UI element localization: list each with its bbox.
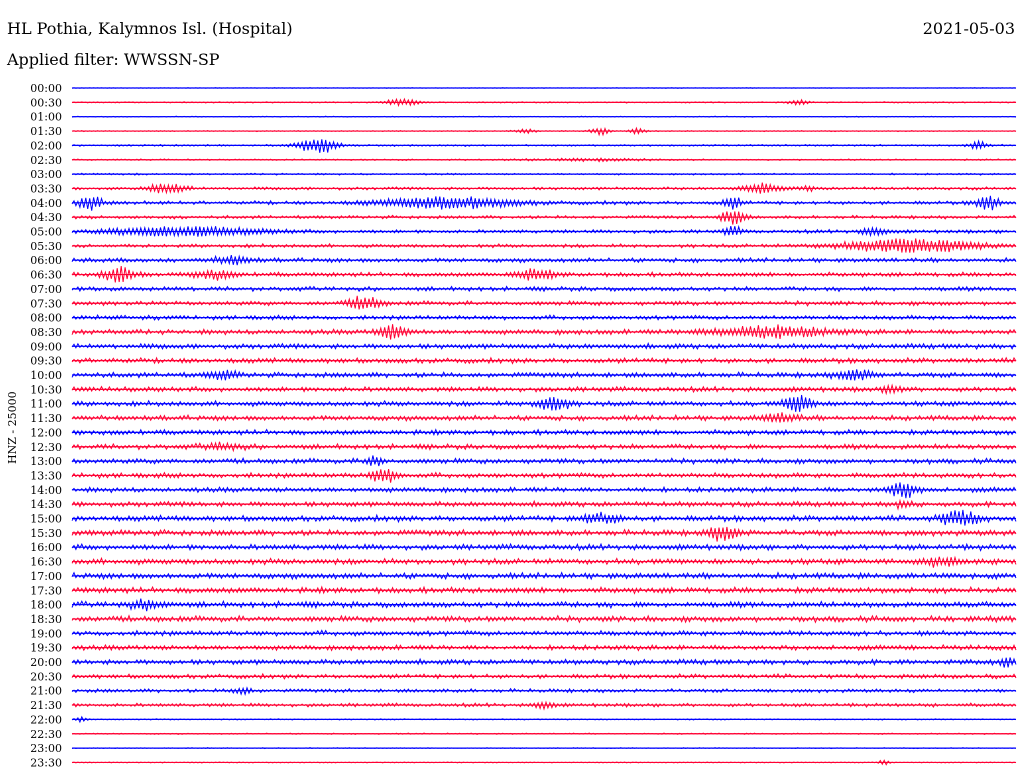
trace-2100 [71, 686, 1017, 696]
trace-1430 [71, 498, 1017, 511]
trace-1500 [71, 509, 1017, 526]
row-time-label: 21:30 [30, 699, 62, 712]
row-time-label: 23:00 [30, 742, 62, 755]
trace-2000 [71, 657, 1017, 668]
row-time-label: 16:00 [30, 541, 62, 554]
trace-1830 [71, 614, 1017, 624]
trace-1800 [71, 598, 1017, 612]
row-time-label: 20:00 [30, 656, 62, 669]
row-time-label: 11:00 [30, 398, 62, 411]
row-time-label: 00:00 [30, 82, 62, 95]
row-time-label: 03:00 [30, 168, 62, 181]
trace-1100 [71, 394, 1017, 412]
trace-0800 [71, 314, 1017, 321]
trace-2130 [71, 700, 1017, 711]
row-time-label: 02:00 [30, 139, 62, 152]
trace-0730 [71, 295, 1017, 310]
row-time-label: 16:30 [30, 556, 62, 569]
trace-0630 [71, 266, 1017, 283]
row-time-label: 21:00 [30, 685, 62, 698]
trace-1630 [71, 555, 1017, 568]
trace-1000 [71, 368, 1017, 381]
row-time-label: 09:00 [30, 340, 62, 353]
row-time-label: 19:00 [30, 627, 62, 640]
trace-1600 [71, 542, 1017, 552]
trace-2030 [71, 672, 1017, 680]
row-time-label: 19:30 [30, 642, 62, 655]
trace-1530 [71, 526, 1017, 542]
trace-1300 [71, 455, 1017, 467]
trace-1700 [71, 571, 1017, 581]
trace-1400 [71, 482, 1017, 499]
row-time-label: 07:00 [30, 283, 62, 296]
row-time-label: 05:00 [30, 226, 62, 239]
trace-0930 [71, 356, 1017, 365]
row-time-label: 06:30 [30, 269, 62, 282]
row-time-label: 11:30 [30, 412, 62, 425]
row-time-label: 03:30 [30, 182, 62, 195]
trace-1030 [71, 383, 1017, 396]
row-time-label: 13:30 [30, 469, 62, 482]
row-time-label: 07:30 [30, 297, 62, 310]
row-time-label: 12:30 [30, 441, 62, 454]
row-time-label: 10:00 [30, 369, 62, 382]
date-label: 2021-05-03 [922, 19, 1015, 38]
row-time-label: 22:00 [30, 713, 62, 726]
trace-0830 [71, 324, 1017, 340]
row-time-label: 17:30 [30, 584, 62, 597]
row-time-label: 02:30 [30, 154, 62, 167]
row-time-label: 22:30 [30, 728, 62, 741]
filter-label: Applied filter: WWSSN-SP [7, 50, 220, 69]
trace-1730 [71, 585, 1017, 595]
trace-0600 [71, 254, 1017, 266]
row-time-label: 12:00 [30, 426, 62, 439]
trace-1930 [71, 643, 1017, 652]
row-time-label: 18:00 [30, 599, 62, 612]
row-time-label: 04:00 [30, 197, 62, 210]
row-time-label: 17:00 [30, 570, 62, 583]
row-time-label: 20:30 [30, 670, 62, 683]
trace-0700 [71, 285, 1017, 293]
row-time-label: 06:00 [30, 254, 62, 267]
trace-1900 [71, 629, 1017, 638]
row-time-label: 01:00 [30, 111, 62, 124]
trace-0900 [71, 342, 1017, 351]
row-time-label: 04:30 [30, 211, 62, 224]
trace-0430 [71, 211, 1017, 225]
row-time-label: 08:00 [30, 312, 62, 325]
trace-0200 [71, 139, 1017, 153]
row-time-label: 01:30 [30, 125, 62, 138]
row-time-label: 09:30 [30, 355, 62, 368]
row-time-label: 08:30 [30, 326, 62, 339]
row-time-label: 14:00 [30, 484, 62, 497]
row-time-label: 15:00 [30, 513, 62, 526]
row-time-label: 10:30 [30, 383, 62, 396]
row-time-label: 15:30 [30, 527, 62, 540]
row-time-label: 00:30 [30, 96, 62, 109]
trace-1200 [71, 428, 1017, 437]
row-time-label: 14:30 [30, 498, 62, 511]
trace-1230 [71, 441, 1017, 453]
station-title: HL Pothia, Kalymnos Isl. (Hospital) [7, 19, 293, 38]
row-time-label: 23:30 [30, 756, 62, 769]
row-time-label: 13:00 [30, 455, 62, 468]
trace-0530 [71, 238, 1017, 253]
row-time-label: 05:30 [30, 240, 62, 253]
row-time-label: 18:30 [30, 613, 62, 626]
